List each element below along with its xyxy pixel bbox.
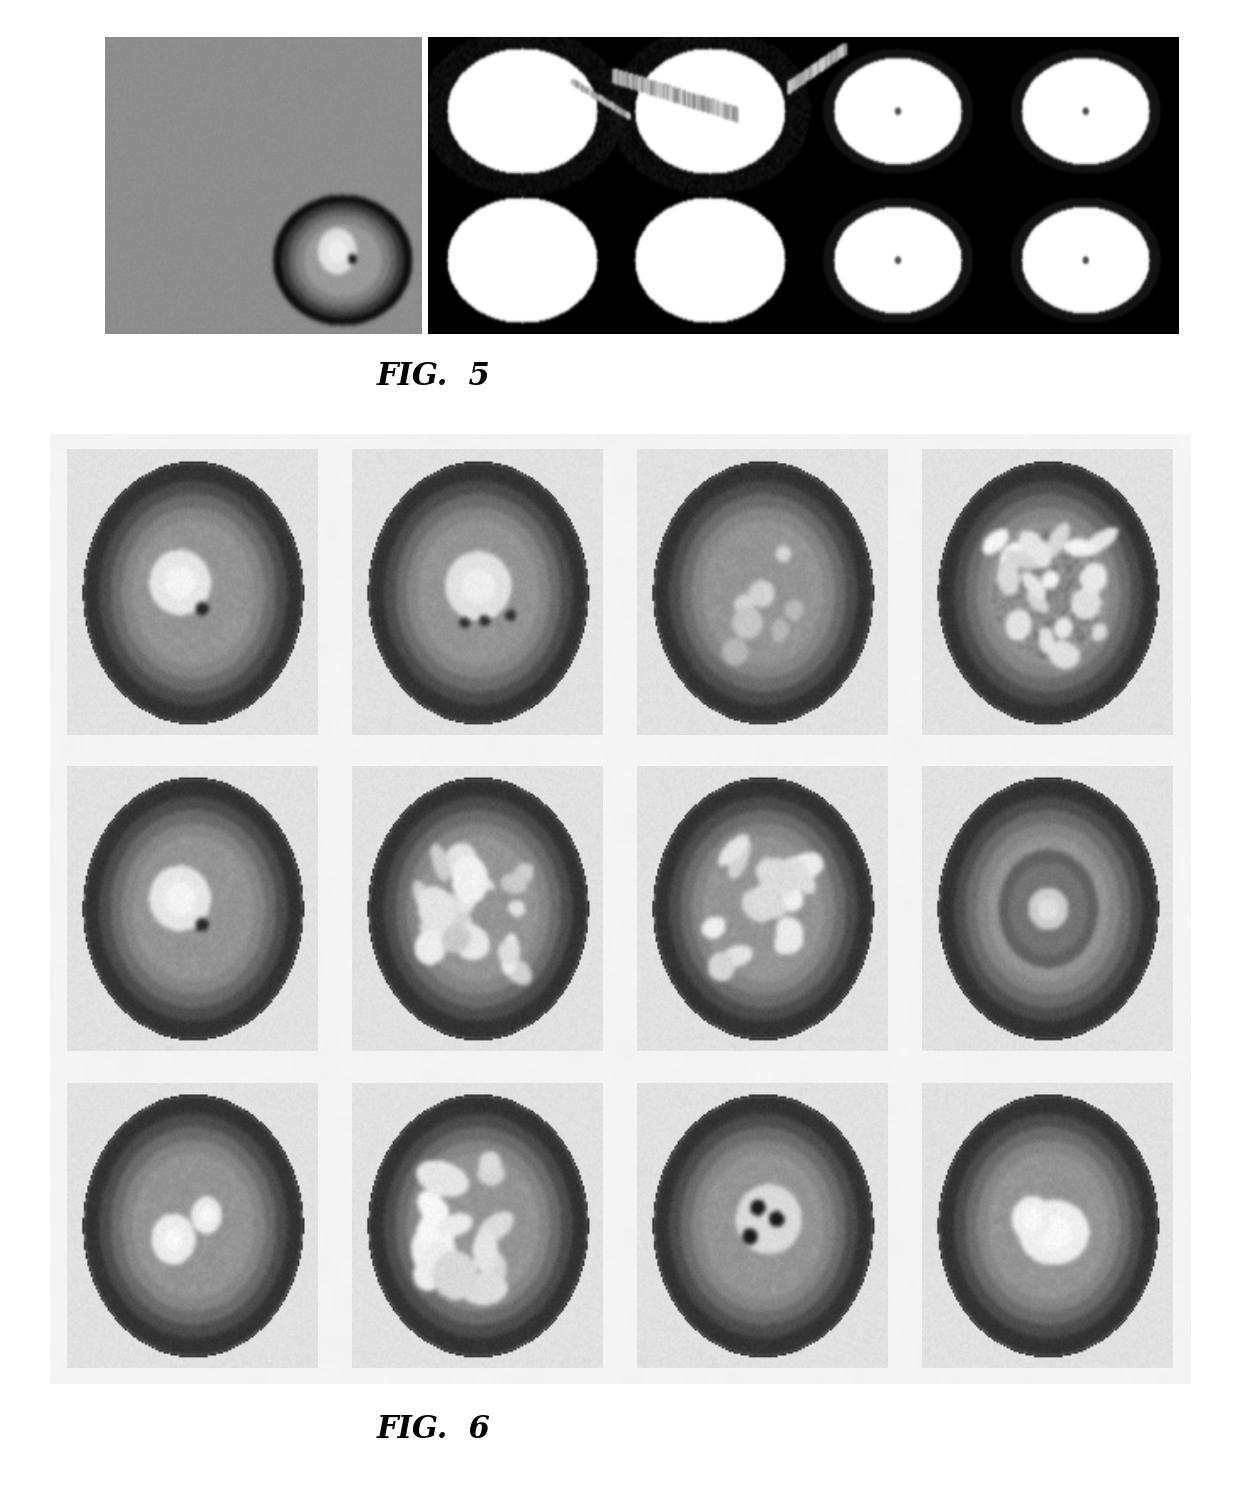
- Text: FIG.  6: FIG. 6: [377, 1414, 491, 1445]
- Text: FIG.  5: FIG. 5: [377, 361, 491, 392]
